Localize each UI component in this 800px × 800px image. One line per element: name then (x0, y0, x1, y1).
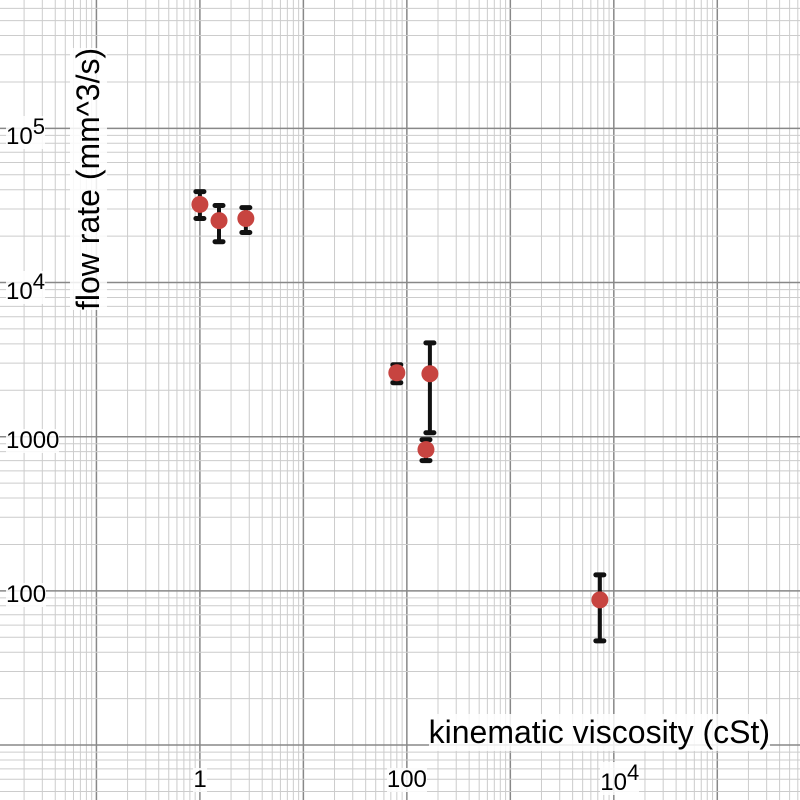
x-tick-label: 100 (386, 766, 427, 793)
data-point (237, 210, 255, 228)
y-tick-label: 1000 (6, 426, 60, 454)
data-point (421, 365, 439, 383)
y-axis-label: flow rate (mm^3/s) (70, 47, 107, 310)
tick-base: 100 (386, 766, 427, 793)
x-tick-label: 104 (600, 760, 640, 796)
tick-base: 1 (193, 766, 207, 793)
tick-exponent: 4 (32, 268, 45, 294)
data-point (388, 364, 406, 382)
data-point (210, 212, 228, 230)
tick-base: 10 (600, 769, 627, 796)
y-tick-label: 104 (6, 268, 45, 305)
tick-base: 100 (6, 580, 47, 608)
data-point (591, 591, 609, 609)
tick-exponent: 4 (627, 760, 640, 785)
data-point (191, 195, 209, 213)
x-tick-label: 1 (193, 766, 207, 793)
data-point (417, 441, 435, 459)
tick-exponent: 5 (32, 114, 45, 140)
y-tick-label: 100 (6, 580, 47, 608)
x-axis-label: kinematic viscosity (cSt) (428, 714, 770, 751)
tick-base: 10 (6, 277, 33, 305)
tick-base: 1000 (6, 426, 60, 454)
tick-base: 10 (6, 123, 33, 151)
y-tick-label: 105 (6, 114, 45, 151)
